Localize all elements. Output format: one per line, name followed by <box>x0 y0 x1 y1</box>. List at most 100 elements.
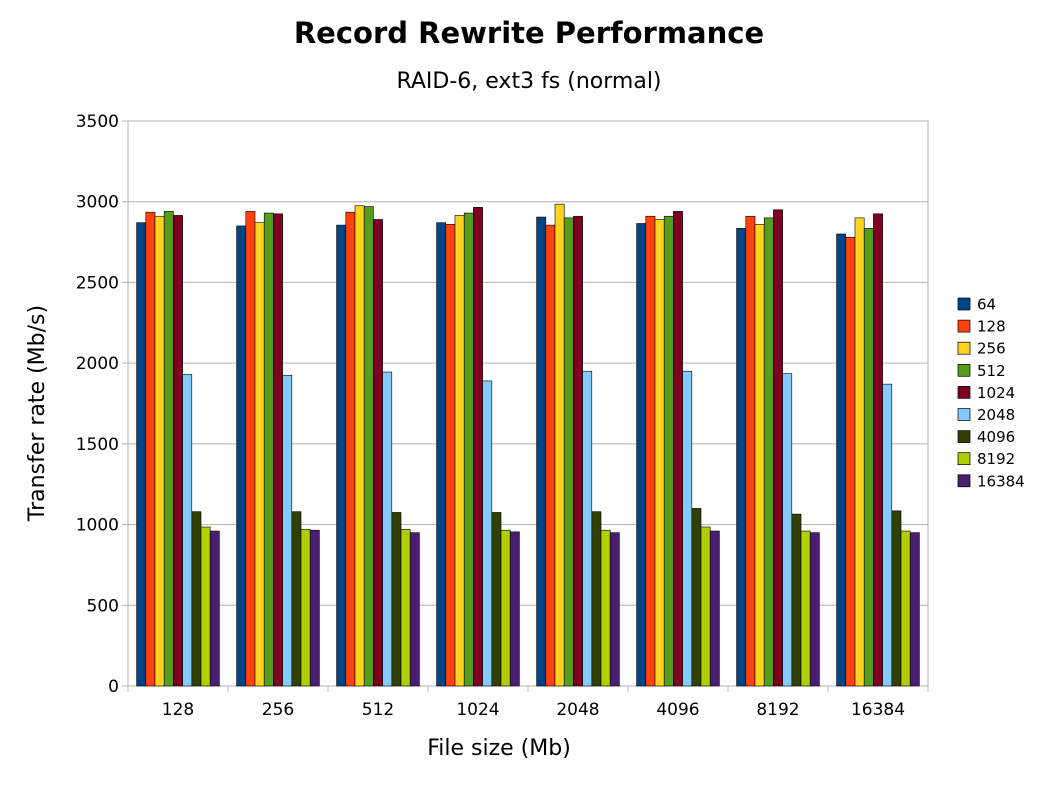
bar-8192-512 <box>400 529 411 687</box>
x-tick-label: 4096 <box>656 700 699 720</box>
x-tick-labels: 128 256 512 1024 2048 4096 8192 16384 <box>162 700 905 720</box>
y-tick-label: 0 <box>108 677 119 697</box>
bar-1024-1024 <box>473 207 483 687</box>
legend-label-8192: 8192 <box>977 450 1015 468</box>
y-tick-label: 1500 <box>76 435 119 455</box>
bar-256-16384 <box>854 217 865 687</box>
bar-16384-128 <box>209 530 220 687</box>
bar-256-2048 <box>554 203 565 687</box>
chart-subtitle: RAID-6, ext3 fs (normal) <box>396 69 661 94</box>
x-tick-label: 16384 <box>851 700 905 720</box>
bar-128-256 <box>245 211 256 687</box>
y-tick-label: 3000 <box>76 193 119 213</box>
bar-16384-512 <box>409 532 420 687</box>
bar-8192-128 <box>200 526 211 687</box>
bar-1024-16384 <box>873 213 883 687</box>
legend: 64 128 256 512 1024 2048 4096 8192 16384 <box>957 296 1025 490</box>
legend-swatch-16384 <box>957 474 971 488</box>
y-tick-label: 3500 <box>76 112 119 132</box>
legend-swatch-64 <box>957 297 971 311</box>
bar-64-256 <box>236 225 247 687</box>
bar-256-1024 <box>454 215 465 687</box>
bar-64-16384 <box>836 233 847 687</box>
bar-512-8192 <box>763 217 774 687</box>
bar-4096-128 <box>191 511 202 687</box>
bar-4096-256 <box>291 511 302 687</box>
bar-512-1024 <box>463 212 474 687</box>
bar-2048-16384 <box>882 383 893 687</box>
bar-128-16384 <box>845 236 856 687</box>
x-tick-label: 1024 <box>456 700 499 720</box>
bar-256-8192 <box>754 224 765 687</box>
bar-512-128 <box>163 211 174 687</box>
legend-swatch-1024 <box>957 386 971 399</box>
bar-8192-2048 <box>600 529 611 687</box>
bar-256-128 <box>154 215 165 687</box>
bar-4096-16384 <box>891 510 902 687</box>
y-tick-label: 500 <box>87 596 119 616</box>
bar-1024-256 <box>273 213 283 687</box>
legend-swatch-4096 <box>957 430 971 443</box>
legend-swatch-8192 <box>957 452 971 466</box>
y-tick-labels: 0 500 1000 1500 2000 2500 3000 3500 <box>76 112 119 697</box>
chart-title: Record Rewrite Performance <box>294 16 764 50</box>
bar-256-256 <box>254 222 265 687</box>
bar-64-512 <box>336 224 347 687</box>
bar-2048-4096 <box>682 370 693 687</box>
bar-8192-4096 <box>700 526 711 687</box>
y-axis-title: Transfer rate (Mb/s) <box>25 305 50 522</box>
bar-8192-8192 <box>800 530 811 687</box>
legend-swatch-128 <box>957 319 971 333</box>
bar-4096-8192 <box>791 513 802 687</box>
bar-16384-8192 <box>809 532 820 687</box>
bar-128-8192 <box>745 215 756 687</box>
bar-2048-512 <box>382 371 393 687</box>
bar-8192-256 <box>300 529 311 687</box>
bar-16384-256 <box>309 529 320 687</box>
legend-label-4096: 4096 <box>977 428 1015 446</box>
y-tick-label: 1000 <box>76 516 119 536</box>
bar-4096-512 <box>391 512 402 687</box>
bar-2048-256 <box>282 374 293 687</box>
bar-4096-4096 <box>691 508 702 687</box>
bar-2048-1024 <box>482 380 493 687</box>
y-tick-label: 2000 <box>76 354 119 374</box>
bar-256-4096 <box>654 219 665 687</box>
x-tick-label: 256 <box>262 700 294 720</box>
x-tick-label: 128 <box>162 700 194 720</box>
bar-16384-1024 <box>509 531 520 687</box>
bar-4096-2048 <box>591 511 602 687</box>
bar-16384-4096 <box>709 530 720 687</box>
bar-2048-8192 <box>782 373 793 687</box>
x-axis-title: File size (Mb) <box>427 736 571 761</box>
legend-label-64: 64 <box>977 296 996 314</box>
bar-16384-2048 <box>609 532 620 687</box>
bar-1024-128 <box>173 215 183 687</box>
bar-64-1024 <box>436 222 447 687</box>
axes <box>122 120 929 692</box>
bar-2048-2048 <box>582 370 593 687</box>
legend-swatch-256 <box>957 341 971 355</box>
bar-1024-8192 <box>773 209 783 687</box>
legend-label-512: 512 <box>977 362 1006 380</box>
bar-128-128 <box>145 211 156 687</box>
legend-swatch-512 <box>957 363 971 377</box>
bar-128-1024 <box>445 224 456 687</box>
x-tick-label: 512 <box>362 700 394 720</box>
bar-512-512 <box>363 206 374 687</box>
bar-128-512 <box>345 211 356 687</box>
bar-256-512 <box>354 205 365 687</box>
bar-1024-4096 <box>673 211 683 687</box>
bar-1024-512 <box>373 219 383 687</box>
bar-1024-2048 <box>573 215 583 687</box>
bar-512-256 <box>263 212 274 687</box>
y-tick-label: 2500 <box>76 273 119 293</box>
x-tick-label: 2048 <box>556 700 599 720</box>
bar-2048-128 <box>182 374 193 687</box>
legend-swatch-2048 <box>957 408 971 421</box>
bar-512-4096 <box>663 215 674 687</box>
legend-label-1024: 1024 <box>977 384 1015 402</box>
bar-64-128 <box>136 222 147 687</box>
bar-4096-1024 <box>491 512 502 687</box>
